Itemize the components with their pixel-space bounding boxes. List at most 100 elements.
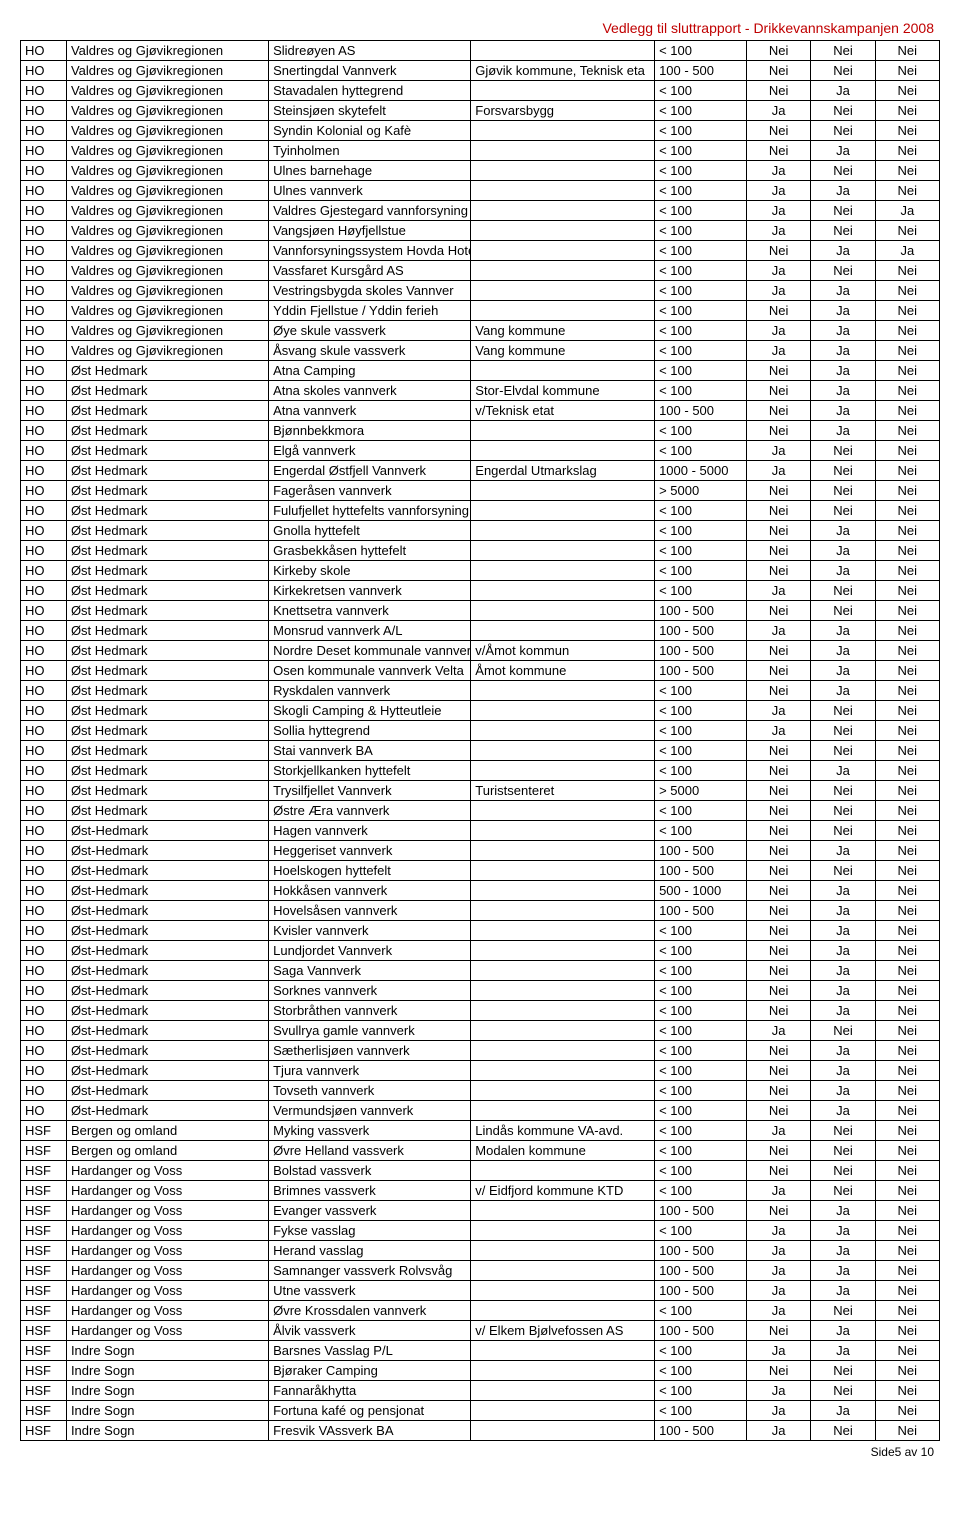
- table-cell: 100 - 500: [655, 1261, 747, 1281]
- table-cell: Øst-Hedmark: [66, 1021, 268, 1041]
- table-cell: < 100: [655, 441, 747, 461]
- table-cell: Nei: [811, 121, 875, 141]
- table-cell: 100 - 500: [655, 61, 747, 81]
- table-row: HSFHardanger og VossHerand vasslag100 - …: [21, 1241, 940, 1261]
- table-cell: Nei: [811, 741, 875, 761]
- table-cell: Øst Hedmark: [66, 781, 268, 801]
- table-cell: > 5000: [655, 781, 747, 801]
- table-cell: 100 - 500: [655, 1241, 747, 1261]
- table-row: HSFHardanger og VossÅlvik vassverkv/ Elk…: [21, 1321, 940, 1341]
- table-cell: Østre Æra vannverk: [269, 801, 471, 821]
- table-cell: [471, 1301, 655, 1321]
- table-cell: Øst-Hedmark: [66, 1001, 268, 1021]
- table-cell: Nei: [875, 1201, 939, 1221]
- table-cell: Øvre Krossdalen vannverk: [269, 1301, 471, 1321]
- table-cell: Øst Hedmark: [66, 801, 268, 821]
- table-cell: Ja: [811, 661, 875, 681]
- table-cell: Nei: [875, 821, 939, 841]
- table-cell: Hardanger og Voss: [66, 1281, 268, 1301]
- table-cell: [471, 301, 655, 321]
- table-cell: Nei: [746, 1141, 810, 1161]
- table-cell: HSF: [21, 1321, 67, 1341]
- table-cell: Snertingdal Vannverk: [269, 61, 471, 81]
- table-cell: Nei: [811, 781, 875, 801]
- table-cell: Nei: [875, 901, 939, 921]
- table-cell: [471, 861, 655, 881]
- table-cell: 100 - 500: [655, 661, 747, 681]
- table-cell: Kirkekretsen vannverk: [269, 581, 471, 601]
- table-cell: HO: [21, 801, 67, 821]
- table-cell: Valdres og Gjøvikregionen: [66, 221, 268, 241]
- table-cell: Yddin Fjellstue / Yddin ferieh: [269, 301, 471, 321]
- table-cell: HO: [21, 901, 67, 921]
- table-cell: Nei: [875, 281, 939, 301]
- table-cell: v/ Elkem Bjølvefossen AS: [471, 1321, 655, 1341]
- table-cell: Storkjellkanken hyttefelt: [269, 761, 471, 781]
- table-cell: Sorknes vannverk: [269, 981, 471, 1001]
- table-cell: HO: [21, 621, 67, 641]
- table-row: HOØst HedmarkFulufjellet hyttefelts vann…: [21, 501, 940, 521]
- table-cell: Ja: [811, 1221, 875, 1241]
- table-cell: Kirkeby skole: [269, 561, 471, 581]
- table-cell: Nei: [875, 81, 939, 101]
- table-cell: [471, 161, 655, 181]
- table-row: HSFHardanger og VossFykse vasslag< 100Ja…: [21, 1221, 940, 1241]
- table-cell: Nei: [811, 1121, 875, 1141]
- table-cell: Nei: [746, 301, 810, 321]
- table-row: HOØst-HedmarkSvullrya gamle vannverk< 10…: [21, 1021, 940, 1041]
- table-cell: Vangsjøen Høyfjellstue: [269, 221, 471, 241]
- table-cell: < 100: [655, 1161, 747, 1181]
- table-cell: Stai vannverk BA: [269, 741, 471, 761]
- table-cell: Indre Sogn: [66, 1341, 268, 1361]
- table-cell: HSF: [21, 1261, 67, 1281]
- table-cell: Herand vasslag: [269, 1241, 471, 1261]
- table-cell: Øst Hedmark: [66, 501, 268, 521]
- table-cell: Modalen kommune: [471, 1141, 655, 1161]
- table-cell: Ja: [811, 1261, 875, 1281]
- table-cell: Engerdal Østfjell Vannverk: [269, 461, 471, 481]
- table-cell: HO: [21, 341, 67, 361]
- table-cell: Nei: [811, 721, 875, 741]
- table-cell: [471, 521, 655, 541]
- table-cell: Hardanger og Voss: [66, 1241, 268, 1261]
- table-cell: Ja: [811, 921, 875, 941]
- table-cell: Ja: [811, 361, 875, 381]
- table-cell: Nei: [746, 241, 810, 261]
- page-header: Vedlegg til sluttrapport - Drikkevannska…: [20, 20, 940, 36]
- table-cell: Nei: [811, 1141, 875, 1161]
- table-cell: Nei: [746, 1201, 810, 1221]
- table-cell: Nei: [875, 481, 939, 501]
- table-cell: Ja: [746, 281, 810, 301]
- table-cell: Ja: [811, 1101, 875, 1121]
- table-row: HOValdres og GjøvikregionenVassfaret Kur…: [21, 261, 940, 281]
- table-row: HOValdres og GjøvikregionenSlidreøyen AS…: [21, 41, 940, 61]
- table-cell: Ja: [746, 341, 810, 361]
- table-cell: [471, 601, 655, 621]
- table-cell: Ja: [746, 261, 810, 281]
- table-cell: Vannforsyningssystem Hovda Hotell: [269, 241, 471, 261]
- table-cell: [471, 761, 655, 781]
- table-cell: < 100: [655, 201, 747, 221]
- table-cell: Ja: [746, 1021, 810, 1041]
- table-cell: [471, 501, 655, 521]
- table-cell: Ja: [811, 901, 875, 921]
- table-cell: Nei: [811, 861, 875, 881]
- table-row: HOØst-HedmarkHokkåsen vannverk500 - 1000…: [21, 881, 940, 901]
- table-row: HOØst HedmarkKnettsetra vannverk100 - 50…: [21, 601, 940, 621]
- table-cell: Valdres Gjestegard vannforsyning: [269, 201, 471, 221]
- table-cell: < 100: [655, 1101, 747, 1121]
- table-row: HSFHardanger og VossBolstad vassverk< 10…: [21, 1161, 940, 1181]
- table-row: HOValdres og GjøvikregionenSyndin Koloni…: [21, 121, 940, 141]
- table-cell: Ja: [811, 301, 875, 321]
- table-cell: Knettsetra vannverk: [269, 601, 471, 621]
- table-cell: Nei: [875, 221, 939, 241]
- table-cell: Nei: [746, 601, 810, 621]
- table-cell: Nei: [875, 1061, 939, 1081]
- table-cell: Nei: [875, 981, 939, 1001]
- table-cell: Øst-Hedmark: [66, 881, 268, 901]
- table-row: HOØst-HedmarkTovseth vannverk< 100NeiJaN…: [21, 1081, 940, 1101]
- table-cell: < 100: [655, 161, 747, 181]
- table-cell: Ja: [811, 681, 875, 701]
- table-cell: < 100: [655, 1381, 747, 1401]
- table-cell: HSF: [21, 1161, 67, 1181]
